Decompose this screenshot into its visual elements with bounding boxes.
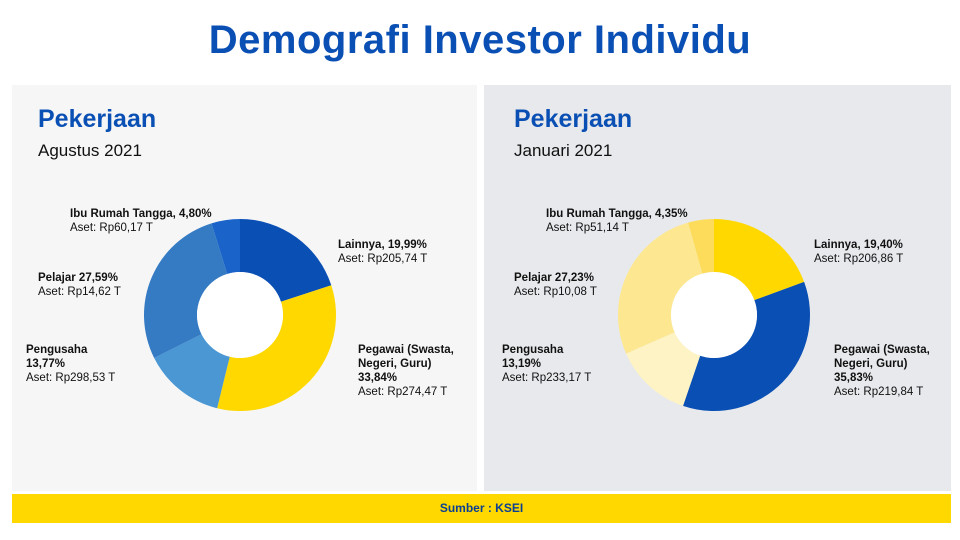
donut-slice — [217, 285, 336, 412]
slice-name: Pegawai (Swasta, Negeri, Guru) 35,83% — [834, 344, 930, 384]
chart-title: Pekerjaan — [38, 105, 157, 133]
slice-asset: Aset: Rp205,74 T — [338, 253, 428, 265]
slice-name: Lainnya, 19,40% — [814, 239, 903, 251]
donut-chart-agustus — [144, 219, 336, 412]
donut-hole — [197, 272, 283, 358]
donut-slice — [626, 332, 701, 406]
slice-asset: Aset: Rp51,14 T — [546, 222, 629, 234]
donut-slice — [688, 219, 714, 274]
chart-panel-januari: Pekerjaan Januari 2021 Ibu Rumah Tangga,… — [484, 85, 951, 491]
slice-asset: Aset: Rp10,08 T — [514, 286, 597, 298]
source-footer: Sumber : KSEI — [12, 494, 951, 523]
slice-name: Pelajar 27,23% — [514, 272, 594, 284]
slice-label-pegawai: Pegawai (Swasta, Negeri, Guru) 33,84% As… — [358, 343, 466, 399]
slice-label-pelajar: Pelajar 27,59% Aset: Rp14,62 T — [38, 271, 121, 299]
slice-name: Pengusaha 13,77% — [26, 344, 88, 370]
donut-slice — [683, 281, 810, 411]
slice-name: Ibu Rumah Tangga, 4,80% — [70, 208, 212, 220]
chart-subtitle: Januari 2021 — [514, 141, 613, 160]
slice-asset: Aset: Rp298,53 T — [26, 372, 116, 384]
slice-name: Pelajar 27,59% — [38, 272, 118, 284]
donut-slice — [211, 219, 240, 274]
chart-subtitle: Agustus 2021 — [38, 141, 142, 160]
donut-slice — [714, 219, 805, 301]
slice-name: Lainnya, 19,99% — [338, 239, 427, 251]
slice-label-lainnya: Lainnya, 19,40% Aset: Rp206,86 T — [814, 238, 903, 266]
slice-label-ibu-rumah-tangga: Ibu Rumah Tangga, 4,80% Aset: Rp60,17 T — [70, 207, 212, 235]
donut-slice — [618, 222, 703, 354]
chart-title: Pekerjaan — [514, 105, 633, 133]
slice-label-pegawai: Pegawai (Swasta, Negeri, Guru) 35,83% As… — [834, 343, 942, 399]
slice-name: Pengusaha 13,19% — [502, 344, 564, 370]
donut-slice — [154, 334, 230, 409]
donut-chart-januari — [618, 219, 810, 411]
page-title: Demografi Investor Individu — [208, 18, 752, 62]
slice-asset: Aset: Rp219,84 T — [834, 386, 924, 398]
slice-asset: Aset: Rp206,86 T — [814, 253, 904, 265]
slice-name: Ibu Rumah Tangga, 4,35% — [546, 208, 688, 220]
slice-asset: Aset: Rp60,17 T — [70, 222, 153, 234]
donut-slice — [240, 219, 332, 302]
donut-hole — [671, 272, 757, 358]
donut-slice — [144, 223, 228, 359]
slice-name: Pegawai (Swasta, Negeri, Guru) 33,84% — [358, 344, 454, 384]
slice-asset: Aset: Rp233,17 T — [502, 372, 592, 384]
slice-label-pelajar: Pelajar 27,23% Aset: Rp10,08 T — [514, 271, 597, 299]
chart-panel-agustus: Pekerjaan Agustus 2021 Ibu Rumah Tangga,… — [12, 85, 477, 491]
slice-label-ibu-rumah-tangga: Ibu Rumah Tangga, 4,35% Aset: Rp51,14 T — [546, 207, 688, 235]
slice-label-lainnya: Lainnya, 19,99% Aset: Rp205,74 T — [338, 238, 427, 266]
slice-asset: Aset: Rp14,62 T — [38, 286, 121, 298]
slice-label-pengusaha: Pengusaha 13,77% Aset: Rp298,53 T — [26, 343, 126, 385]
slice-label-pengusaha: Pengusaha 13,19% Aset: Rp233,17 T — [502, 343, 602, 385]
slice-asset: Aset: Rp274,47 T — [358, 386, 448, 398]
